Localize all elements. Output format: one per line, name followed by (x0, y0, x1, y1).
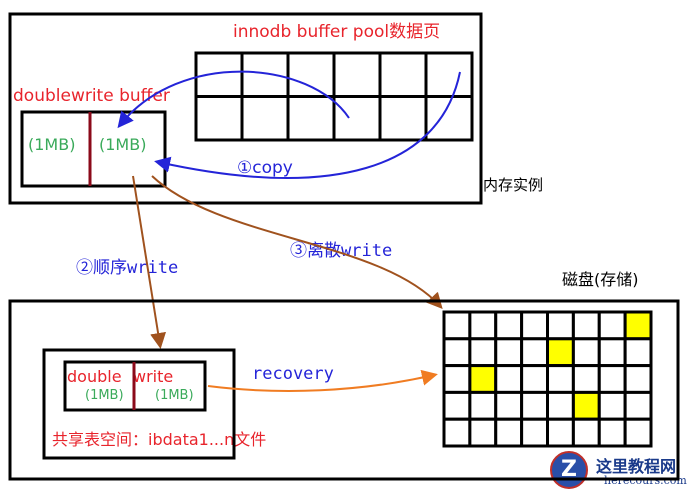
copy-arrow-1 (117, 70, 350, 129)
copy-label: ①copy (237, 158, 293, 178)
disk-page (442, 310, 472, 341)
disk-page (597, 337, 627, 368)
copy-arrow-2 (154, 71, 461, 179)
disk-page (468, 337, 498, 368)
disk-page (546, 417, 575, 448)
disk-page (520, 364, 549, 394)
watermark-title: 这里教程网 (596, 457, 677, 476)
disk-page (571, 310, 601, 341)
disk-page (571, 337, 601, 368)
buffer-pool-page (378, 51, 428, 98)
disk-page (494, 417, 524, 448)
disk-page-highlighted (571, 390, 601, 421)
disk-page-highlighted (623, 310, 653, 341)
disk-box (8, 299, 680, 481)
disk-page-highlighted (546, 337, 575, 368)
recovery-label: recovery (252, 364, 334, 384)
buffer-pool-page (286, 51, 336, 98)
buffer-pool-page (194, 95, 244, 142)
disk-page (468, 390, 498, 421)
shared-tablespace-box (42, 348, 236, 460)
disk-page (494, 364, 524, 394)
buffer-pool-grid (194, 51, 474, 142)
disk-page (597, 390, 627, 421)
buffer-pool-page (378, 95, 428, 142)
disk-half-2: (1MB) (155, 388, 194, 403)
disk-page (597, 364, 627, 394)
watermark: Z 这里教程网 herecours.com (544, 447, 690, 490)
disk-page (442, 417, 472, 448)
buffer-half-1: (1MB) (28, 135, 76, 154)
disk-page (571, 417, 601, 448)
disk-page (520, 310, 549, 341)
disk-page (623, 364, 653, 394)
memory-instance-label: 内存实例 (483, 176, 544, 194)
disk-pages-grid (442, 310, 653, 448)
disk-page (494, 337, 524, 368)
memory-instance-box (8, 12, 483, 205)
disk-page (520, 390, 549, 421)
doublewrite-buffer-label: doublewrite buffer (13, 86, 170, 106)
disk-page (546, 390, 575, 421)
disk-page (623, 337, 653, 368)
disk-page (623, 390, 653, 421)
disk-page (571, 364, 601, 394)
sequential-write-label: ②顺序write (76, 258, 179, 278)
sequential-write-arrow (132, 175, 167, 349)
disk-page (468, 310, 498, 341)
disk-page (442, 390, 472, 421)
buffer-pool-page (332, 95, 382, 142)
disk-doublewrite-label-b: write (133, 367, 174, 386)
disk-page-highlighted (468, 364, 498, 394)
disk-page (520, 417, 549, 448)
disk-half-1: (1MB) (85, 388, 124, 403)
disk-page (546, 310, 575, 341)
buffer-pool-page (240, 95, 290, 142)
buffer-pool-label: innodb buffer pool数据页 (233, 22, 441, 42)
doublewrite-buffer-box (20, 110, 167, 188)
disk-page (520, 337, 549, 368)
disk-page (546, 364, 575, 394)
watermark-logo-icon: Z (550, 451, 588, 489)
buffer-pool-page (424, 51, 474, 98)
disk-page (442, 337, 472, 368)
buffer-pool-page (286, 95, 336, 142)
disk-doublewrite-label-a: double (67, 367, 122, 386)
buffer-pool-page (332, 51, 382, 98)
disk-label: 磁盘(存储) (562, 270, 639, 289)
disk-page (597, 310, 627, 341)
shared-tablespace-label: 共享表空间：ibdata1...n文件 (52, 430, 267, 449)
disk-page (468, 417, 498, 448)
disk-page (494, 310, 524, 341)
buffer-pool-page (240, 51, 290, 98)
disk-page (597, 417, 627, 448)
scattered-write-arrow (151, 175, 443, 309)
disk-page (494, 390, 524, 421)
buffer-half-2: (1MB) (99, 135, 147, 154)
scattered-write-label: ③离散write (290, 241, 393, 261)
recovery-arrow (207, 369, 438, 392)
disk-page (442, 364, 472, 394)
disk-page (623, 417, 653, 448)
